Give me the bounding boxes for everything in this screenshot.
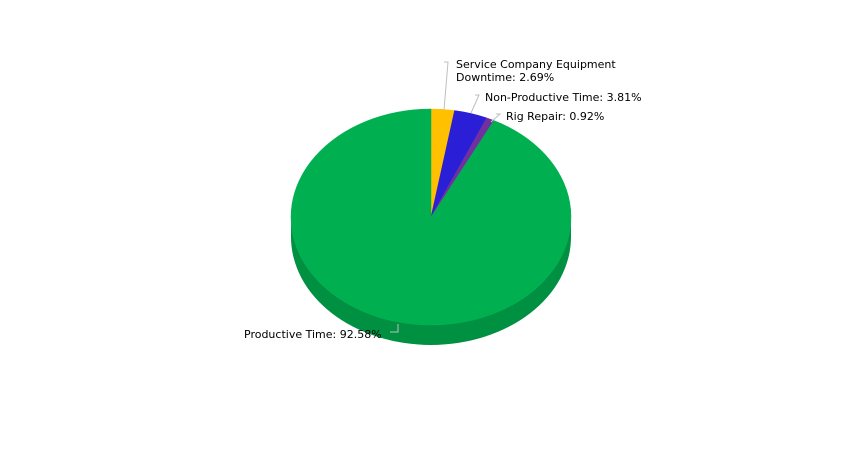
leader-line — [390, 324, 399, 333]
pie-top-faces — [290, 108, 572, 326]
data-label: Downtime: 2.69% — [456, 71, 554, 84]
data-label: Non-Productive Time: 3.81% — [485, 91, 642, 104]
leader-line — [443, 61, 449, 111]
data-label: Service Company Equipment — [456, 58, 616, 71]
pie-slice-productive-time[interactable] — [290, 108, 572, 326]
leader-line — [470, 94, 480, 114]
pie-side-productive-time — [291, 217, 571, 345]
data-label: Productive Time: 92.58% — [244, 328, 382, 341]
pie-side-walls — [291, 217, 571, 345]
data-label: Rig Repair: 0.92% — [506, 110, 604, 123]
leader-line — [490, 113, 502, 123]
